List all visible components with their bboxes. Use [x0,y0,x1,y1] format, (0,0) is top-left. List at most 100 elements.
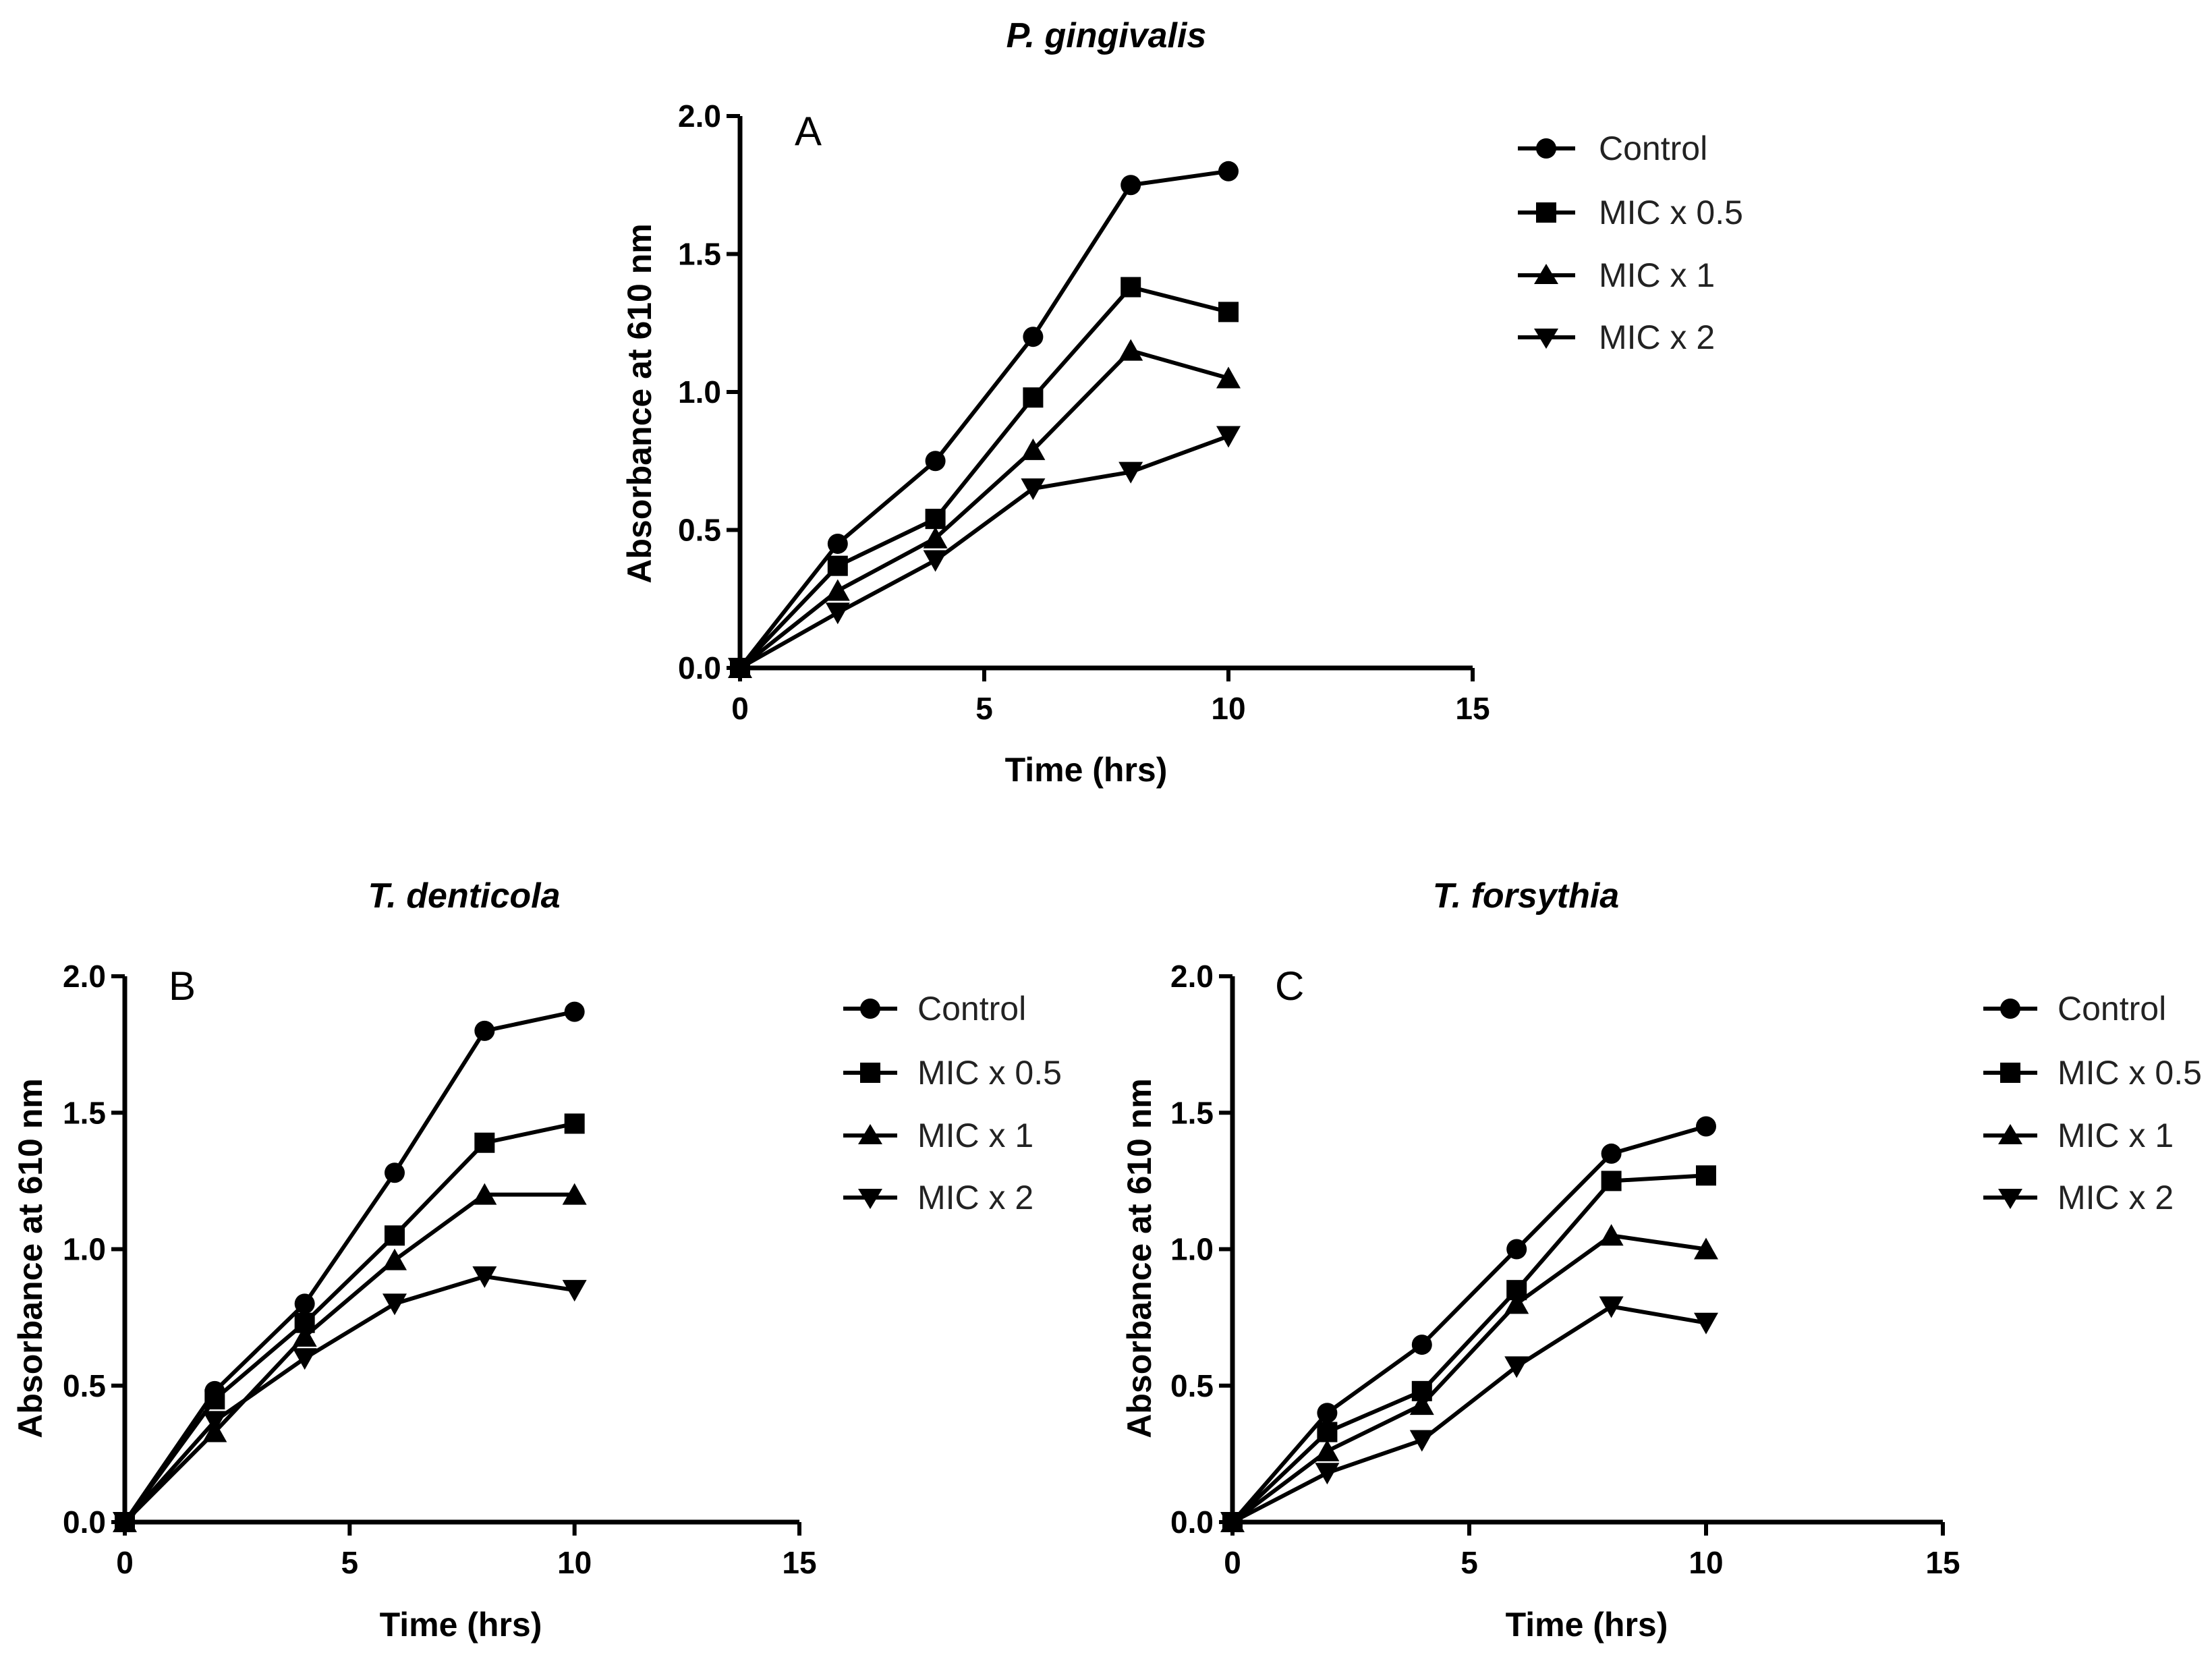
data-point-mic-x-1 [1694,1237,1718,1260]
panel-c-x-tick-label: 15 [1925,1545,1960,1580]
data-point-mic-x-2 [825,602,850,625]
panel-c-x-ticks: 0 5 10 15 [1224,1522,1960,1580]
panel-a: P. gingivalis A Absorbance at 610 nm Tim… [621,16,1743,789]
legend-marker-triangle-down [858,1189,882,1209]
series-line-mic-x-2 [123,1274,575,1523]
data-point-mic-x-0-5 [1317,1422,1338,1442]
data-point-mic-x-1 [292,1324,317,1347]
legend-label: MIC x 0.5 [1599,194,1743,231]
panel-a-x-tick-label: 5 [975,691,993,726]
legend-marker-triangle-down [1534,329,1558,349]
legend-item-mic-x-2: MIC x 2 [1518,318,1715,356]
panel-b-title: T. denticola [368,876,560,916]
series-line-mic-x-2 [739,434,1230,670]
panel-a-x-tick-label: 0 [731,691,749,726]
legend-item-mic-x-2: MIC x 2 [1983,1179,2174,1216]
panel-c-x-tick-label: 0 [1224,1545,1241,1580]
legend-label: MIC x 0.5 [917,1054,1062,1092]
panel-c-series [1220,1116,1718,1534]
panel-b-y-tick-label: 1.0 [63,1232,106,1267]
legend-marker-triangle-up [1534,264,1558,284]
panel-a-x-axis-title: Time (hrs) [1005,751,1168,789]
data-point-control [1023,327,1044,347]
data-point-control [925,451,946,472]
legend-item-control: Control [1983,990,2166,1028]
panel-b-x-tick-label: 0 [116,1545,134,1580]
legend-marker-circle [2000,999,2020,1019]
legend-label: MIC x 0.5 [2058,1054,2202,1092]
panel-b-x-ticks: 0 5 10 15 [116,1522,817,1580]
panel-a-y-tick-label: 0.5 [678,513,721,548]
panel-c-label: C [1275,963,1304,1009]
data-point-mic-x-0-5 [385,1225,405,1246]
data-point-mic-x-1 [472,1183,497,1205]
data-point-mic-x-2 [1021,478,1046,501]
panel-a-series [728,161,1241,679]
legend-label: MIC x 2 [2058,1179,2174,1216]
panel-c: T. forsythia C Absorbance at 610 nm Time… [1121,876,2202,1644]
panel-a-y-ticks: 0.0 0.5 1.0 1.5 2.0 [678,99,740,685]
data-point-mic-x-1 [923,526,948,549]
data-point-mic-x-1 [825,579,850,601]
panel-a-y-tick-label: 1.0 [678,374,721,410]
panel-b-x-tick-label: 5 [341,1545,359,1580]
series-line-control [1230,1124,1707,1523]
series-line-mic-x-0-5 [123,1121,575,1523]
panel-b-y-tick-label: 2.0 [63,959,106,994]
legend-item-control: Control [1518,130,1707,167]
data-point-mic-x-0-5 [204,1388,225,1409]
data-point-control [1121,175,1141,196]
panel-a-label: A [795,109,822,154]
legend-label: MIC x 1 [917,1117,1033,1154]
series-line-mic-x-0-5 [1230,1173,1707,1524]
legend-item-control: Control [843,990,1026,1028]
data-point-control [827,533,848,554]
legend-marker-triangle-up [858,1124,882,1144]
data-point-mic-x-2 [1599,1296,1624,1318]
series-line-mic-x-0-5 [738,285,1229,670]
panel-a-y-tick-label: 0.0 [678,650,721,685]
panel-a-y-tick-label: 1.5 [678,237,721,272]
data-point-control [385,1162,405,1183]
series-line-mic-x-2 [1231,1304,1707,1524]
data-point-control [1506,1239,1527,1260]
data-point-mic-x-2 [1504,1356,1529,1378]
data-point-mic-x-0-5 [1601,1171,1622,1191]
data-point-control [564,1001,585,1022]
data-point-control [474,1020,495,1041]
panel-a-x-tick-label: 10 [1211,691,1245,726]
panel-b: T. denticola B Absorbance at 610 nm Time… [11,876,1062,1644]
panel-b-legend: Control MIC x 0.5 MIC x 1 MIC x 2 [843,990,1062,1216]
data-point-control [1411,1335,1432,1355]
data-point-mic-x-0-5 [474,1132,495,1153]
panel-b-x-tick-label: 10 [557,1545,592,1580]
data-point-mic-x-2 [202,1411,227,1433]
data-point-mic-x-2 [382,1293,407,1316]
data-point-mic-x-0-5 [1218,302,1239,322]
legend-label: MIC x 1 [1599,256,1715,294]
data-point-mic-x-2 [1315,1463,1340,1485]
panel-b-y-tick-label: 1.5 [63,1095,106,1130]
data-point-control [1218,161,1239,181]
panel-c-y-tick-label: 0.5 [1170,1368,1214,1403]
legend-item-mic-x-1: MIC x 1 [1983,1117,2174,1154]
panel-b-y-ticks: 0.0 0.5 1.0 1.5 2.0 [63,959,125,1540]
data-point-control [1696,1116,1716,1137]
panel-a-title: P. gingivalis [1006,16,1207,55]
legend-item-mic-x-1: MIC x 1 [1518,256,1715,294]
panel-a-y-axis-title: Absorbance at 610 nm [621,223,658,584]
legend-marker-square [2000,1063,2020,1083]
series-line-mic-x-1 [123,1192,575,1524]
data-point-mic-x-2 [562,1280,587,1302]
data-point-mic-x-2 [113,1512,137,1534]
panel-c-x-tick-label: 5 [1461,1545,1478,1580]
series-line-control [123,1009,575,1523]
data-point-mic-x-1 [1409,1393,1434,1415]
data-point-mic-x-0-5 [827,555,848,576]
legend-label: Control [917,990,1026,1028]
data-point-mic-x-1 [562,1183,587,1205]
legend-label: MIC x 1 [2058,1117,2174,1154]
panel-c-y-tick-label: 1.0 [1170,1232,1214,1267]
